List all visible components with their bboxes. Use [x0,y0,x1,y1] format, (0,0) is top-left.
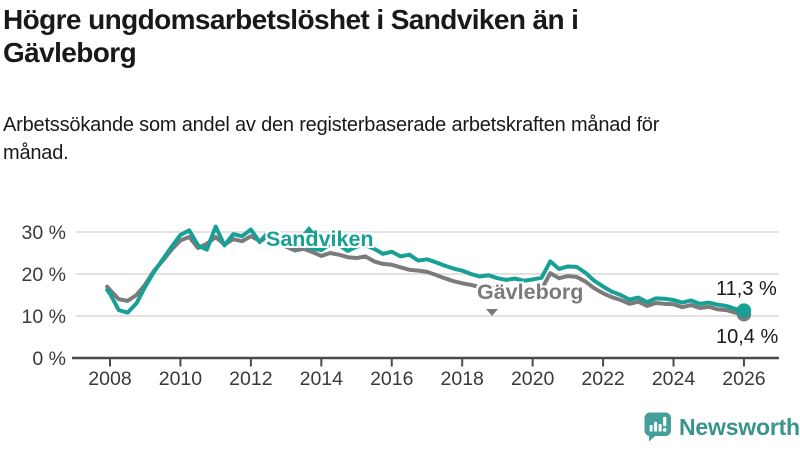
subtitle: Arbetssökande som andel av den registerb… [3,114,660,164]
svg-text:30 %: 30 % [22,222,66,244]
gavleborg-end-value: 10,4 % [716,326,779,348]
chart-svg: 0 % 10 % 20 % 30 % 2008 2010 2012 2014 2016 2018 2… [22,222,779,390]
sandviken-end-value: 11,3 % [716,278,777,300]
svg-text:2024: 2024 [652,368,696,390]
svg-text:2026: 2026 [722,368,765,390]
triangle-up-icon [303,226,315,233]
svg-text:2020: 2020 [511,368,555,390]
svg-text:2016: 2016 [370,368,413,390]
svg-text:2012: 2012 [229,368,272,390]
svg-text:0 %: 0 % [32,348,66,370]
gavleborg-series-label: Gävleborg [477,280,584,304]
svg-text:10 %: 10 % [22,306,66,328]
newsworthy-logo[interactable]: Newsworthy [644,412,800,442]
page-title: Högre ungdomsarbetslöshet i Sandviken än… [3,4,579,68]
triangle-down-icon [486,309,498,316]
svg-text:2014: 2014 [300,368,344,390]
bar-chart-speech-bubble-icon [644,412,671,442]
svg-text:2022: 2022 [581,368,624,390]
svg-text:2008: 2008 [88,368,131,390]
svg-text:2010: 2010 [159,368,203,390]
svg-text:20 %: 20 % [22,264,66,286]
sandviken-series-label: Sandviken [266,227,374,251]
brand-name: Newsworthy [679,414,800,440]
svg-text:2018: 2018 [441,368,484,390]
